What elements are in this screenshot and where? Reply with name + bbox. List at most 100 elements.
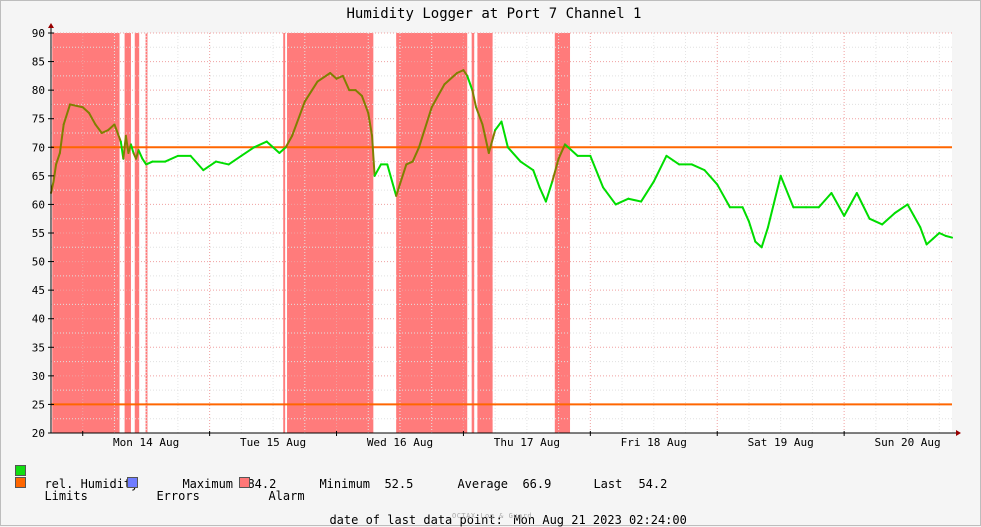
humidity-point-5 — [69, 103, 71, 106]
y-tick-label-30: 30 — [32, 370, 45, 383]
humidity-point-37 — [329, 72, 331, 74]
humidity-point-75 — [627, 198, 630, 200]
humidity-point-52 — [431, 106, 433, 108]
y-tick-label-20: 20 — [32, 427, 45, 440]
humidity-point-32 — [278, 152, 281, 154]
humidity-point-92 — [818, 206, 820, 208]
humidity-segment-42 — [360, 94, 370, 114]
humidity-point-83 — [729, 206, 731, 208]
humidity-segment-21 — [145, 160, 154, 166]
humidity-segment-60 — [487, 129, 497, 154]
humidity-point-100 — [913, 215, 915, 217]
y-tick-label-40: 40 — [32, 313, 45, 326]
humidity-segment-14 — [124, 134, 130, 154]
humidity-segment-8 — [94, 123, 103, 134]
humidity-segment-37 — [329, 72, 338, 80]
humidity-point-40 — [348, 89, 350, 91]
humidity-point-39 — [342, 75, 344, 77]
humidity-point-25 — [189, 155, 192, 157]
humidity-point-106 — [951, 236, 953, 239]
x-tick-label-0: Mon 14 Aug — [113, 436, 179, 449]
legend-maximum-value: 84.2 — [247, 477, 277, 491]
humidity-segment-53 — [443, 72, 459, 86]
legend-limits-label: Limits — [44, 489, 88, 503]
humidity-point-65 — [532, 169, 534, 171]
y-tick-label-45: 45 — [32, 284, 45, 297]
humidity-segment-16 — [129, 143, 135, 154]
humidity-segment-5 — [69, 103, 84, 109]
humidity-point-3 — [59, 152, 61, 154]
humidity-segment-77 — [652, 154, 668, 183]
humidity-segment-97 — [881, 212, 896, 226]
humidity-point-48 — [395, 195, 397, 197]
humidity-segment-45 — [373, 163, 382, 177]
humidity-point-66 — [538, 186, 541, 188]
humidity-segment-35 — [303, 80, 319, 103]
humidity-point-10 — [107, 129, 109, 131]
y-tick-labels: 20 25 30 35 40 45 50 55 60 65 70 75 80 85 90 — [32, 27, 45, 440]
humidity-segment-10 — [107, 123, 116, 132]
y-tick-label-65: 65 — [32, 170, 45, 183]
humidity-point-105 — [945, 235, 947, 237]
humidity-point-33 — [285, 146, 287, 148]
humidity-segment-54 — [456, 69, 465, 74]
humidity-segment-92 — [817, 192, 833, 209]
x-tick-label-3: Thu 17 Aug — [494, 436, 560, 449]
humidity-segment-62 — [500, 120, 509, 149]
humidity-segment-101 — [919, 226, 928, 246]
humidity-point-12 — [120, 140, 122, 143]
chart-title: Humidity Logger at Port 7 Channel 1 — [346, 6, 641, 22]
humidity-point-91 — [805, 206, 807, 208]
humidity-segment-67 — [544, 180, 554, 203]
humidity-point-27 — [215, 160, 217, 163]
humidity-segment-78 — [665, 154, 681, 166]
humidity-segment-76 — [640, 180, 655, 203]
humidity-point-42 — [361, 95, 363, 97]
humidity-point-6 — [82, 106, 84, 108]
last-data-point-value: Mon Aug 21 2023 02:24:00 — [513, 513, 687, 527]
humidity-point-74 — [615, 203, 617, 206]
humidity-segment-81 — [703, 169, 719, 186]
x-tick-labels: Mon 14 Aug Tue 15 Aug Wed 16 Aug Thu 17 Aug… — [113, 436, 941, 449]
humidity-segment-4 — [62, 103, 72, 126]
humidity-segment-51 — [418, 106, 433, 149]
humidity-segment-75 — [627, 197, 643, 203]
legend-minimum-label: Minimum — [319, 477, 371, 491]
legend-maximum-label: Maximum — [182, 477, 234, 491]
humidity-segment-25 — [189, 154, 205, 172]
humidity-segment-82 — [716, 183, 731, 209]
humidity-point-36 — [316, 80, 319, 83]
humidity-point-44 — [371, 135, 373, 137]
humidity-segment-94 — [843, 192, 858, 217]
humidity-segment-87 — [760, 226, 769, 249]
humidity-point-1 — [52, 180, 55, 183]
humidity-point-101 — [919, 226, 921, 228]
humidity-segment-20 — [141, 157, 148, 166]
humidity-point-96 — [868, 218, 871, 220]
humidity-segment-36 — [316, 72, 332, 83]
humidity-point-8 — [94, 123, 97, 126]
humidity-segment-69 — [557, 143, 566, 160]
humidity-point-50 — [412, 160, 414, 163]
humidity-segment-103 — [931, 232, 941, 240]
humidity-point-54 — [456, 72, 458, 74]
humidity-point-79 — [678, 163, 680, 166]
humidity-segment-55 — [462, 69, 469, 77]
legend-errors-label: Errors — [156, 489, 200, 503]
legend-average-label: Average — [457, 477, 509, 491]
y-tick-label-85: 85 — [32, 56, 45, 69]
humidity-point-45 — [373, 175, 376, 177]
humidity-point-4 — [63, 123, 65, 126]
humidity-segment-95 — [855, 192, 871, 220]
humidity-point-70 — [564, 143, 566, 146]
humidity-segment-85 — [747, 220, 757, 243]
humidity-point-22 — [151, 160, 154, 163]
humidity-segment-105 — [944, 234, 953, 239]
humidity-point-46 — [380, 163, 382, 166]
humidity-point-13 — [122, 158, 124, 160]
humidity-point-14 — [125, 135, 127, 137]
humidity-segment-80 — [690, 163, 706, 172]
humidity-segment-19 — [137, 149, 144, 160]
humidity-point-98 — [894, 212, 896, 214]
humidity-segment-2 — [55, 152, 61, 166]
